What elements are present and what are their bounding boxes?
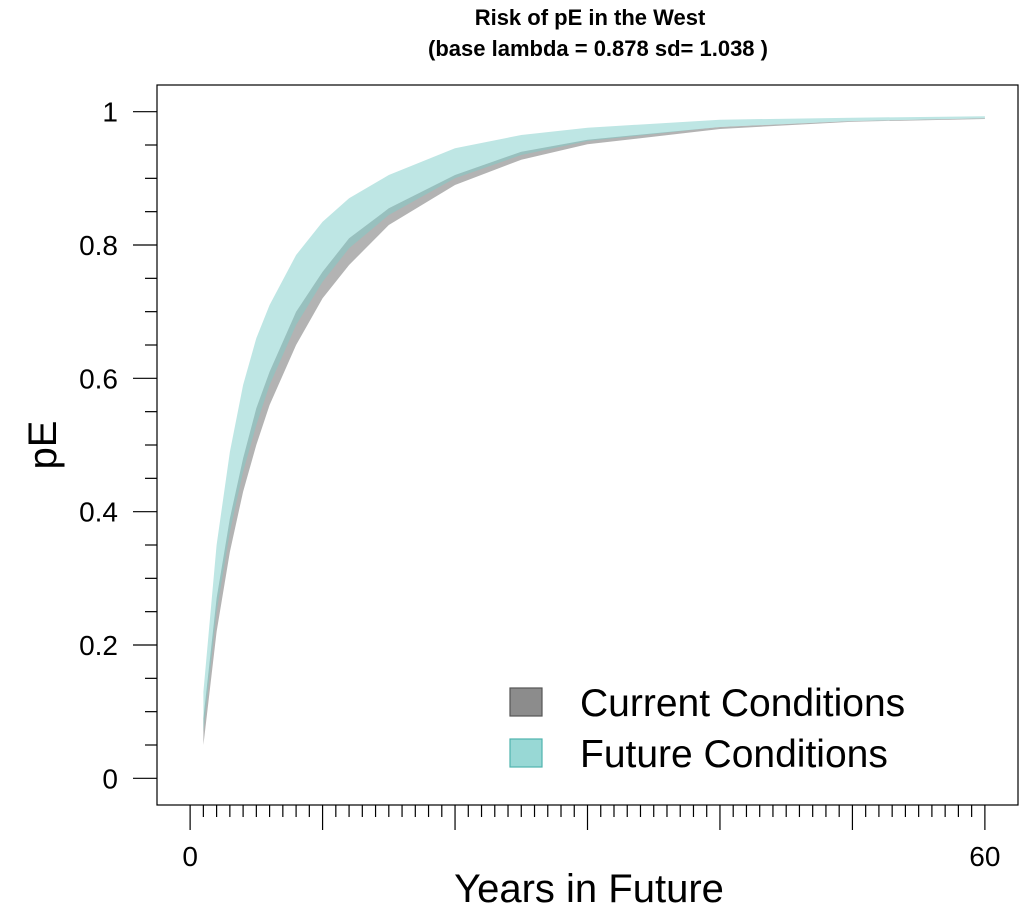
legend-swatch-current	[509, 687, 543, 717]
band-current-conditions	[203, 118, 985, 746]
series-bands	[203, 116, 985, 746]
y-tick-label: 0.4	[79, 497, 118, 528]
y-tick-label: 0.6	[79, 363, 118, 394]
legend-label-future: Future Conditions	[580, 733, 888, 776]
y-tick-label: 0	[102, 763, 118, 794]
x-tick-label: 60	[969, 841, 1000, 872]
band-future-conditions	[203, 116, 985, 732]
x-axis: 0 60	[182, 805, 1000, 872]
legend-label-current: Current Conditions	[580, 682, 905, 725]
x-axis-label: Years in Future	[454, 867, 724, 911]
legend-swatch-future	[509, 738, 543, 768]
y-tick-label: 1	[102, 97, 118, 128]
chart-subtitle: (base lambda = 0.878 sd= 1.038 )	[428, 36, 768, 61]
y-axis: 0 0.2 0.4 0.6 0.8 1	[79, 97, 157, 794]
y-axis-label: pE	[21, 421, 65, 470]
y-tick-label: 0.2	[79, 630, 118, 661]
legend: Current Conditions Future Conditions	[509, 682, 905, 776]
y-tick-label: 0.8	[79, 230, 118, 261]
chart-title: Risk of pE in the West	[475, 5, 706, 30]
x-tick-label: 0	[182, 841, 198, 872]
